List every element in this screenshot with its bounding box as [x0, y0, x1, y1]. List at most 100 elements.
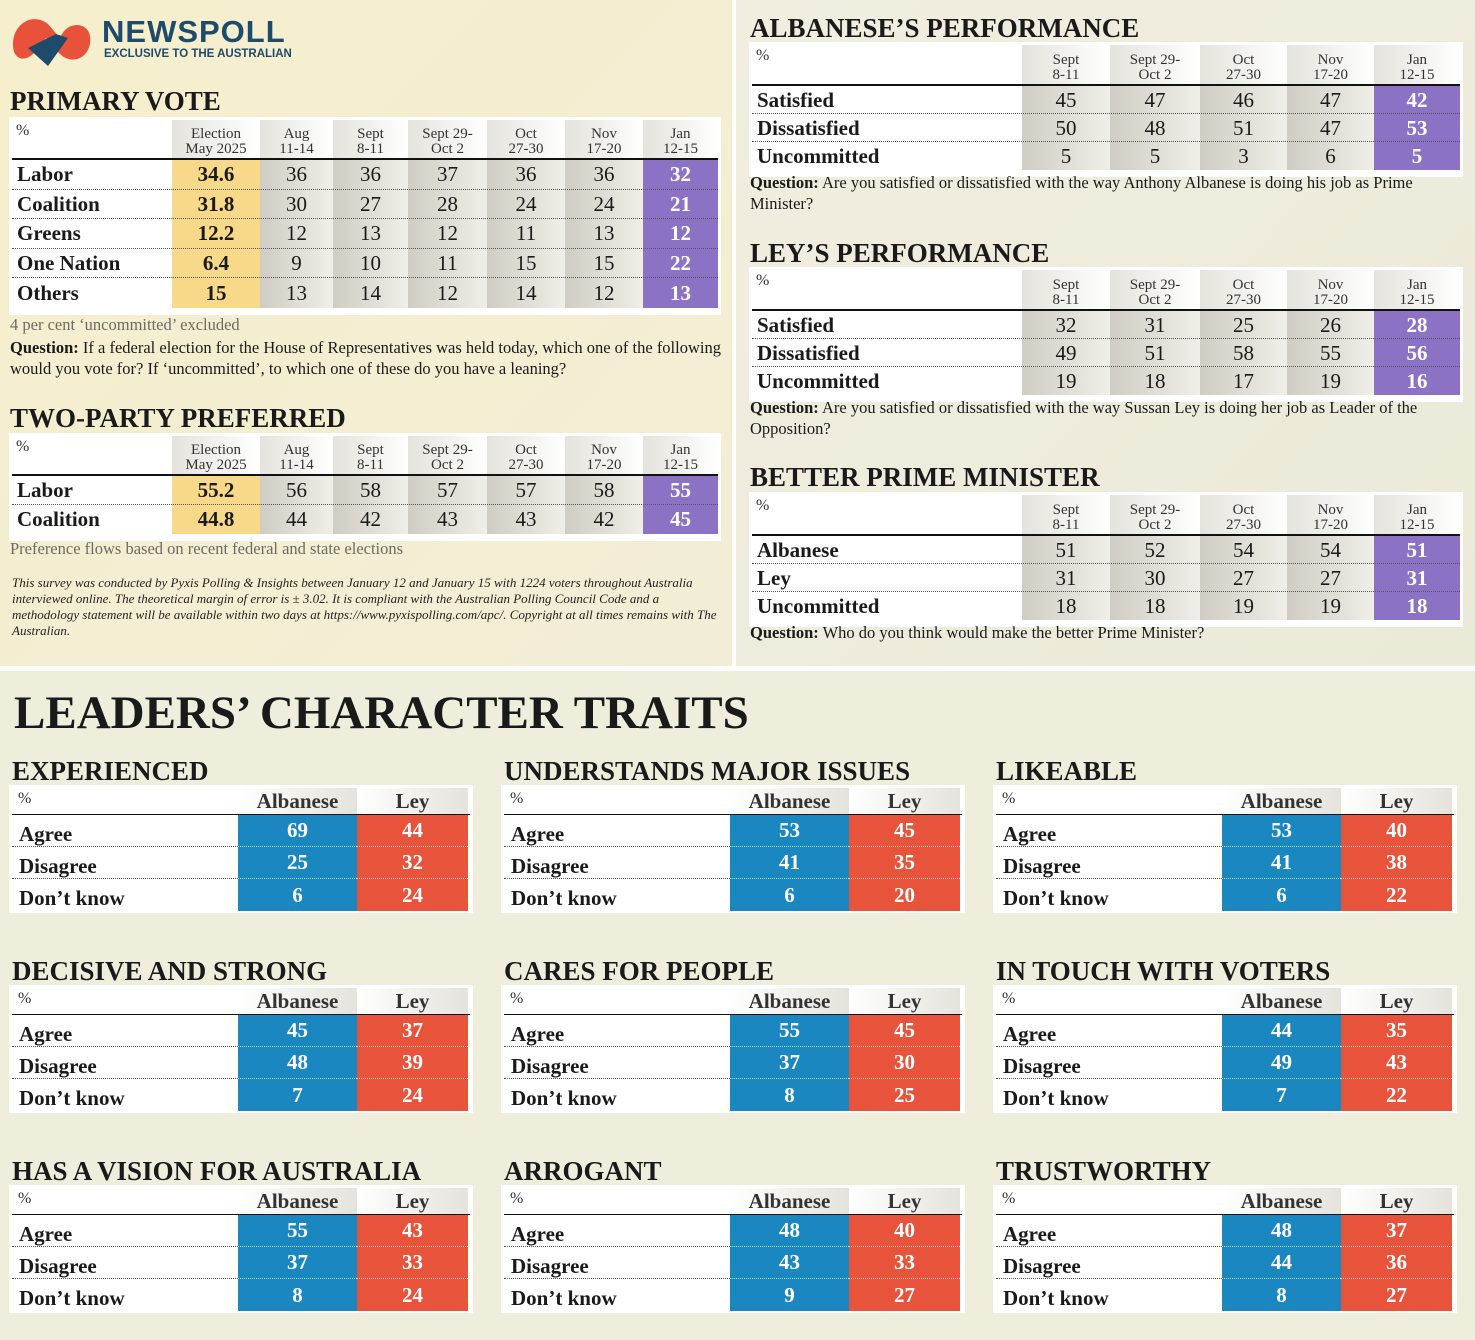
- column-header: Ley: [849, 788, 960, 814]
- panel-title: LIKEABLE: [996, 756, 1138, 786]
- cell-value: 19: [1233, 593, 1254, 618]
- cell-value: 58: [1233, 340, 1254, 365]
- cell-bg: [643, 278, 718, 308]
- cell-value: 52: [1144, 537, 1166, 562]
- column-header: Jan 12-15: [1374, 45, 1460, 84]
- column-header-line: Oct: [1232, 276, 1255, 293]
- cell-bg: [1374, 536, 1460, 564]
- cell-value: 32: [670, 162, 691, 187]
- column-header-line: Sept: [357, 126, 384, 142]
- column-header: Nov 17-20: [565, 120, 643, 158]
- row-label: Disagree: [1003, 1053, 1081, 1078]
- cell-bg: [565, 278, 643, 308]
- cell-value: 12: [437, 221, 458, 246]
- cell-bg: [1022, 367, 1110, 395]
- cell-bg: [172, 160, 260, 190]
- table: % Sept 8-11 Sept 29- Oct 2 Oct 27-30 Nov 17-20 Ja…: [752, 45, 1460, 174]
- cell-value: 47: [1320, 87, 1341, 112]
- cell-value: 37: [730, 1047, 849, 1079]
- cell-bg: [1200, 311, 1287, 339]
- question: Question: Are you satisfied or dissatisf…: [750, 397, 1462, 439]
- unit-label: %: [510, 990, 524, 1007]
- header-rule: [996, 1214, 1454, 1215]
- cell-value: 43: [730, 1247, 849, 1279]
- cell-value: 69: [238, 815, 357, 847]
- column-header-line: Sept: [1052, 501, 1080, 518]
- cell-bg: [260, 219, 333, 249]
- cell-value: 12: [670, 221, 691, 246]
- cell-bg: [260, 476, 333, 505]
- column-header: Sept 29- Oct 2: [1110, 270, 1200, 309]
- cell-bg: [1287, 592, 1374, 620]
- cell-bg: [1287, 564, 1374, 592]
- column-header: Ley: [849, 988, 960, 1014]
- cell-value: 15: [205, 280, 227, 305]
- column-header-line: 12-15: [663, 457, 698, 473]
- column-header-line: Jan: [670, 126, 691, 142]
- cell-value: 8: [730, 1079, 849, 1111]
- row-rule: [12, 1046, 238, 1047]
- cell-bg: [1110, 114, 1200, 142]
- cell-value: 6: [1325, 143, 1336, 168]
- column-header-line: 11-14: [279, 457, 314, 473]
- column-header-line: 17-20: [1313, 516, 1348, 533]
- cell-value: 48: [238, 1047, 357, 1079]
- trait-table: % Albanese Ley Agree 45 37 Disagree 48 39 Don’t k…: [12, 988, 470, 1111]
- cell-bg: [408, 505, 487, 534]
- row-label: Don’t know: [1003, 885, 1109, 910]
- column-header-line: Oct: [1232, 501, 1255, 518]
- cell-value: 21: [670, 191, 691, 216]
- column-header: Election May 2025: [172, 120, 260, 158]
- row-label: Disagree: [19, 1053, 97, 1078]
- cell-value: 38: [1341, 847, 1452, 879]
- cell-bg: [565, 476, 643, 505]
- cell-value: 30: [1144, 565, 1166, 590]
- header-rule: [12, 1014, 470, 1015]
- cell-bg: [1287, 86, 1374, 114]
- cell-bg: [565, 248, 643, 279]
- section-title: LEY’S PERFORMANCE: [750, 238, 1050, 268]
- row-label: Satisfied: [757, 312, 835, 337]
- column-header-line: Nov: [1317, 51, 1344, 68]
- cell-value: 5: [1149, 143, 1161, 168]
- cell-value: 15: [515, 251, 537, 276]
- cell-value: 9: [730, 1279, 849, 1311]
- panel-title: EXPERIENCED: [12, 756, 209, 786]
- unit-label: %: [16, 438, 30, 455]
- cell-bg: [1022, 564, 1110, 592]
- table-note: 4 per cent ‘uncommitted’ excluded: [10, 315, 240, 334]
- cell-value: 12: [437, 280, 458, 305]
- row-label: Disagree: [1003, 1253, 1081, 1278]
- row-rule: [752, 141, 1460, 142]
- unit-label: %: [1002, 1190, 1016, 1207]
- cell-value: 44: [1222, 1015, 1341, 1047]
- cell-bg: [487, 219, 565, 249]
- column-header-line: Sept 29-: [1129, 501, 1181, 518]
- cell-value: 13: [286, 280, 307, 305]
- header-rule: [504, 1014, 962, 1015]
- question-label: Question:: [10, 338, 79, 357]
- row-label: Uncommitted: [757, 143, 880, 168]
- cell-bg: [1110, 367, 1200, 395]
- trait-table: % Albanese Ley Agree 55 43 Disagree 37 33 Don’t k…: [12, 1188, 470, 1311]
- unit-label: %: [510, 790, 524, 807]
- row-rule: [12, 504, 718, 505]
- cell-value: 27: [1233, 565, 1254, 590]
- column-header: Election May 2025: [172, 436, 260, 474]
- row-label: Agree: [511, 821, 565, 846]
- column-header: Ley: [1341, 1188, 1452, 1214]
- trait-table: % Albanese Ley Agree 53 40 Disagree 41 38 Don’t k…: [996, 788, 1454, 911]
- unit-label: %: [510, 1190, 524, 1207]
- cell-bg: [260, 160, 333, 190]
- cell-value: 18: [1144, 368, 1166, 393]
- column-header: Oct 27-30: [1200, 270, 1287, 309]
- cell-value: 13: [360, 221, 381, 246]
- row-label: Labor: [17, 162, 74, 187]
- row-rule: [12, 1278, 238, 1279]
- column-header-line: 17-20: [1313, 291, 1348, 308]
- cell-value: 19: [1320, 593, 1341, 618]
- row-label: Agree: [19, 821, 73, 846]
- cell-value: 49: [1055, 340, 1077, 365]
- row-rule: [504, 878, 730, 879]
